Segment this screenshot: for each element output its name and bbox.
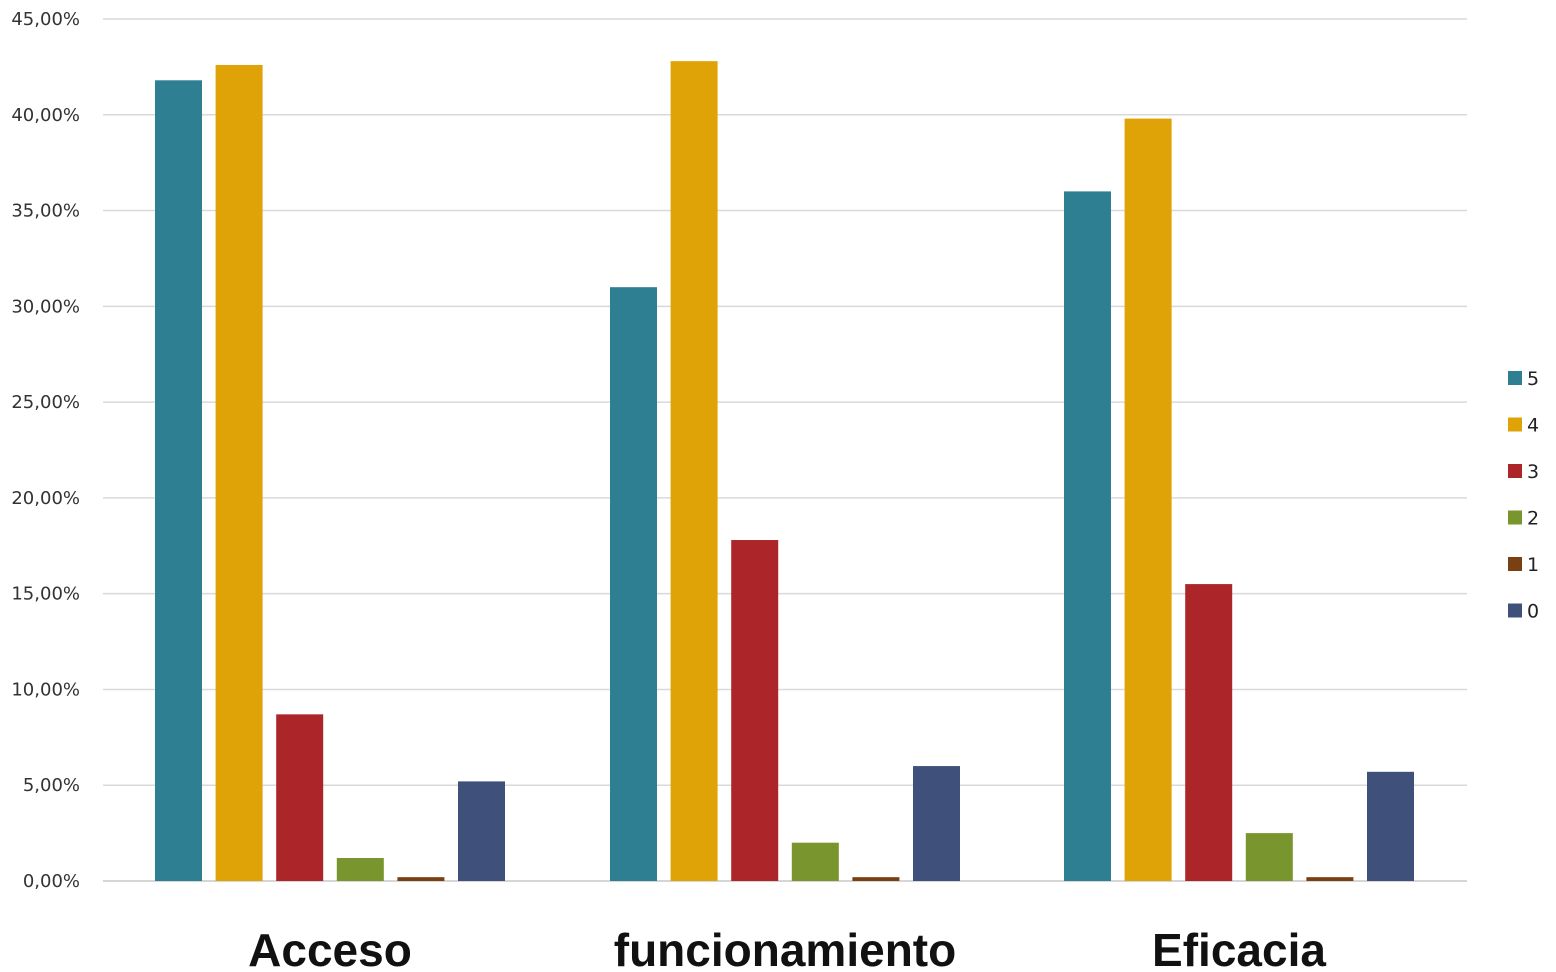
legend-label: 2 xyxy=(1527,508,1539,530)
bar-series-2 xyxy=(336,858,384,881)
x-axis-categories: Acceso funcionamiento Eficacia xyxy=(248,924,1326,972)
bar-series-5 xyxy=(1064,191,1111,881)
bar-series-0 xyxy=(913,766,960,881)
legend-swatch xyxy=(1508,464,1522,478)
legend-item: 2 xyxy=(1508,508,1539,530)
legend-item: 0 xyxy=(1508,601,1539,623)
bar-series-0 xyxy=(1367,771,1414,881)
gridlines xyxy=(103,18,1467,882)
bar-series-4 xyxy=(215,64,263,882)
bar-series-5 xyxy=(155,80,202,881)
y-tick-label: 40,00% xyxy=(11,105,80,126)
y-tick-label: 15,00% xyxy=(11,584,80,605)
bar-series-2 xyxy=(1245,833,1293,881)
y-tick-label: 10,00% xyxy=(11,679,80,700)
y-tick-label: 45,00% xyxy=(11,9,80,30)
y-tick-label: 20,00% xyxy=(11,488,80,509)
category-label: Eficacia xyxy=(1152,924,1326,972)
legend-item: 5 xyxy=(1508,368,1539,390)
legend-item: 4 xyxy=(1508,415,1539,437)
bar-series-3 xyxy=(731,540,779,881)
legend-item: 1 xyxy=(1508,554,1539,576)
legend-label: 3 xyxy=(1527,461,1539,483)
legend-swatch xyxy=(1508,371,1522,385)
y-tick-label: 30,00% xyxy=(11,296,80,317)
legend-swatch xyxy=(1508,557,1522,571)
bar-series-4 xyxy=(1124,118,1172,881)
bar-series-1 xyxy=(852,877,900,881)
legend-item: 3 xyxy=(1508,461,1539,483)
bar-series-0 xyxy=(458,781,505,881)
legend-label: 4 xyxy=(1527,415,1539,437)
bar-series-2 xyxy=(791,842,839,881)
bar-series-5 xyxy=(610,287,657,882)
legend-label: 0 xyxy=(1527,601,1539,623)
bar-series-3 xyxy=(276,714,324,881)
bar-series-1 xyxy=(397,877,445,881)
legend-swatch xyxy=(1508,417,1522,432)
legend-swatch xyxy=(1508,603,1522,618)
legend-label: 5 xyxy=(1527,368,1539,390)
bars xyxy=(155,61,1414,882)
legend: 5 4 3 2 1 0 xyxy=(1508,368,1539,623)
y-tick-label: 0,00% xyxy=(23,871,80,892)
bar-series-3 xyxy=(1185,584,1233,881)
y-axis-ticks: 0,00% 5,00% 10,00% 15,00% 20,00% 25,00% 30,00%… xyxy=(11,9,80,892)
bar-series-4 xyxy=(670,61,718,882)
category-label: Acceso xyxy=(248,924,412,972)
y-tick-label: 35,00% xyxy=(11,201,80,222)
y-tick-label: 25,00% xyxy=(11,392,80,413)
y-tick-label: 5,00% xyxy=(23,775,80,796)
legend-swatch xyxy=(1508,510,1522,525)
category-label: funcionamiento xyxy=(614,924,956,972)
bar-series-1 xyxy=(1306,877,1354,881)
legend-label: 1 xyxy=(1527,554,1539,576)
